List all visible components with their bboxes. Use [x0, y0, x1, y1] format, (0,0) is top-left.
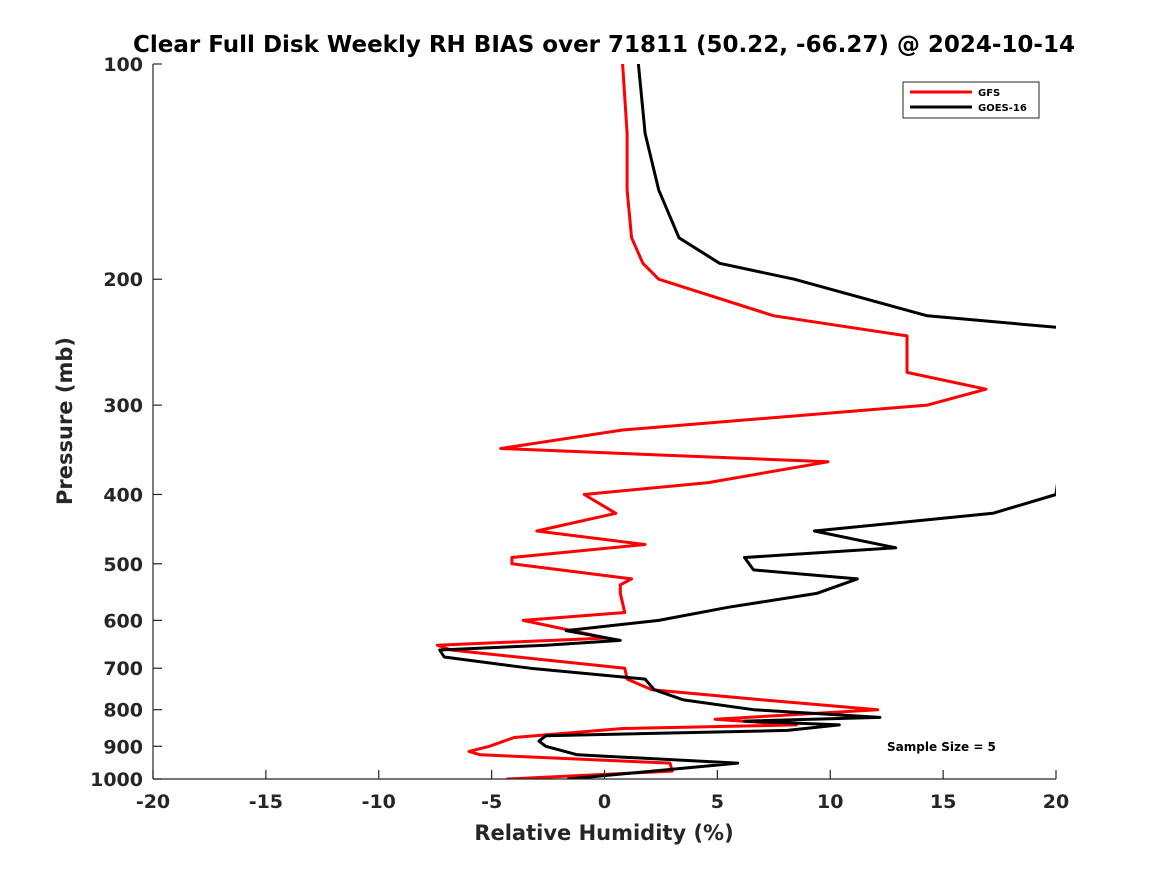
series-line-goes-16 — [438, 64, 1056, 779]
series-line-gfs — [435, 64, 988, 779]
y-tick-label: 400 — [103, 484, 143, 506]
y-tick-label: 600 — [103, 610, 143, 632]
x-tick-label: 15 — [930, 791, 956, 813]
x-tick-label: 5 — [711, 791, 724, 813]
legend-box — [902, 81, 1040, 119]
x-tick-label: -15 — [249, 791, 283, 813]
y-axis-ticks: 100 200 300 400 500 600 700 800 900 1000 — [90, 54, 162, 791]
x-tick-label: -5 — [481, 791, 502, 813]
y-tick-label: 300 — [103, 395, 143, 417]
x-axis-label: Relative Humidity (%) — [474, 821, 733, 845]
legend: GFS GOES-16 — [902, 81, 1040, 119]
y-tick-label: 200 — [103, 269, 143, 291]
y-tick-label: 800 — [103, 700, 143, 722]
x-tick-label: -10 — [362, 791, 396, 813]
legend-label-gfs: GFS — [978, 88, 1000, 99]
series-layer — [435, 64, 1056, 779]
sample-size-annotation: Sample Size = 5 — [887, 740, 996, 754]
x-tick-label: -20 — [136, 791, 170, 813]
y-tick-label: 500 — [103, 554, 143, 576]
y-axis-label: Pressure (mb) — [53, 337, 77, 505]
x-tick-label: 10 — [817, 791, 843, 813]
x-tick-label: 20 — [1043, 791, 1069, 813]
y-tick-label: 900 — [103, 736, 143, 758]
y-tick-label: 1000 — [90, 769, 143, 791]
plot-area — [153, 64, 1056, 779]
chart-title: Clear Full Disk Weekly RH BIAS over 7181… — [133, 32, 1075, 58]
y-tick-label: 100 — [103, 54, 143, 76]
x-tick-label: 0 — [598, 791, 611, 813]
y-tick-label: 700 — [103, 658, 143, 680]
legend-label-goes-16: GOES-16 — [978, 103, 1027, 114]
x-axis-ticks: -20 -15 -10 -5 0 5 10 15 20 — [136, 770, 1069, 813]
